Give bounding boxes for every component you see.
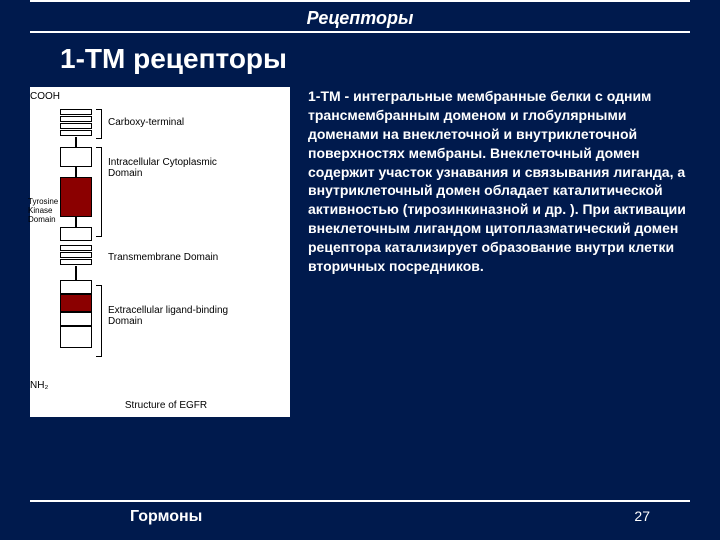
extracell-seg-1	[60, 280, 92, 294]
protein-column	[60, 95, 92, 387]
extracell-seg-4	[60, 326, 92, 348]
brace-carboxy	[96, 109, 102, 139]
connector	[75, 167, 77, 177]
super-title: Рецепторы	[307, 8, 414, 28]
receptor-diagram: COOH Carb	[30, 87, 290, 417]
footer: Гормоны 27	[30, 500, 690, 526]
diagram-caption: Structure of EGFR	[36, 400, 296, 411]
connector	[75, 137, 77, 147]
transmembrane-seg	[60, 245, 92, 266]
content-row: COOH Carb	[0, 81, 720, 417]
super-title-area: Рецепторы	[0, 2, 720, 31]
intracell-top-seg	[60, 147, 92, 167]
footer-rule	[30, 500, 690, 502]
description-text: 1-ТМ - интегральные мембранные белки с о…	[308, 87, 690, 417]
tyrosine-kinase-seg	[60, 177, 92, 217]
brace-intracell	[96, 147, 102, 237]
carboxy-segment	[60, 109, 92, 137]
connector	[75, 217, 77, 227]
main-title: 1-ТМ рецепторы	[0, 33, 720, 81]
cooh-label: COOH	[30, 91, 60, 102]
intracell-bottom-seg	[60, 227, 92, 241]
page-number: 27	[634, 508, 650, 526]
connector	[75, 266, 77, 280]
label-carboxy: Carboxy-terminal	[108, 117, 184, 128]
label-transmembrane: Transmembrane Domain	[108, 252, 218, 263]
brace-extracell	[96, 285, 102, 357]
extracell-seg-3	[60, 312, 92, 326]
nh2-label: NH₂	[30, 380, 48, 391]
label-tyrosine: Tyrosine Kinase Domain	[28, 197, 58, 224]
extracell-seg-2	[60, 294, 92, 312]
footer-title: Гормоны	[130, 508, 202, 526]
label-intracell: Intracellular Cytoplasmic Domain	[108, 157, 248, 179]
label-extracell: Extracellular ligand-binding Domain	[108, 305, 258, 327]
